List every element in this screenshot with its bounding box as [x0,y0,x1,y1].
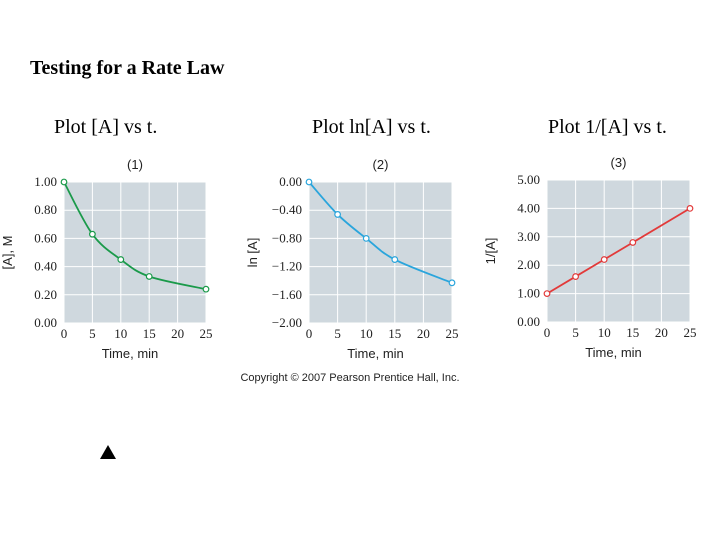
panel-label: (1) [127,157,143,172]
data-point [117,256,125,263]
plot-area [64,182,206,323]
y-tick-label: 0.00 [34,315,57,330]
y-tick-label: 2.00 [517,257,540,272]
data-point [60,178,68,186]
x-tick-label: 20 [417,326,430,341]
y-tick-label: −1.20 [272,259,302,274]
x-tick-label: 10 [114,326,127,341]
x-tick-label: 15 [626,325,639,340]
x-axis-label: Time, min [585,345,642,360]
data-point [629,239,637,246]
x-tick-label: 25 [200,326,213,341]
x-tick-label: 20 [171,326,184,341]
x-tick-label: 5 [334,326,341,341]
data-point [600,256,608,263]
y-tick-label: 0.60 [34,230,57,245]
data-point [145,273,153,280]
plot-area [309,182,452,323]
plot-label-ln-concentration: Plot ln[A] vs t. [312,116,431,138]
data-point [362,234,370,242]
plot-label-concentration: Plot [A] vs t. [54,116,158,138]
slide-title: Testing for a Rate Law [30,57,225,79]
data-point [391,256,399,263]
y-tick-label: 3.00 [517,229,540,244]
x-tick-label: 0 [61,326,68,341]
x-tick-label: 25 [446,326,459,341]
data-point [334,211,342,218]
y-tick-label: 1.00 [34,174,57,189]
y-tick-label: −2.00 [272,315,302,330]
x-tick-label: 20 [655,325,668,340]
y-axis-label: [A], M [0,236,15,270]
y-tick-label: 0.80 [34,202,57,217]
x-tick-label: 5 [89,326,96,341]
chart-2: 0 5 10 15 20 25 0.00 −0.40 −0.80 −1.20 −1.60 −2.00 (… [245,157,459,361]
y-tick-label: 5.00 [517,172,540,187]
data-point [572,273,579,280]
y-axis-label: ln [A] [245,238,260,268]
y-axis-label: 1/[A] [483,238,498,265]
copyright-text: Copyright © 2007 Pearson Prentice Hall, … [240,372,459,384]
y-tick-label: −0.80 [272,230,302,245]
y-tick-label: 0.00 [279,174,302,189]
data-point [88,230,96,238]
data-point [448,279,456,287]
chart-3: 0 5 10 15 20 25 0.00 1.00 2.00 3.00 4.00 5.00 (3) Tim… [483,155,697,360]
data-point [202,285,210,293]
rate-law-charts: Copyright © 2007 Pearson Prentice Hall, … [0,155,697,384]
x-tick-label: 0 [306,326,313,341]
x-tick-label: 25 [684,325,697,340]
x-tick-label: 10 [360,326,373,341]
panel-label: (2) [373,157,389,172]
panel-label: (3) [611,155,627,170]
y-tick-label: 0.40 [34,259,57,274]
chart-1: 0 5 10 15 20 25 0.00 0.20 0.40 0.60 0.80 1.00 (1) Tim… [0,157,213,361]
data-point [543,290,551,298]
y-tick-label: 1.00 [517,286,540,301]
triangle-up-icon [100,445,116,459]
x-tick-label: 15 [143,326,156,341]
y-tick-label: −0.40 [272,202,302,217]
x-axis-label: Time, min [347,346,404,361]
data-point [305,178,313,186]
x-tick-label: 5 [572,325,579,340]
x-tick-label: 10 [598,325,611,340]
x-tick-label: 0 [544,325,551,340]
plot-label-inverse-concentration: Plot 1/[A] vs t. [548,116,667,138]
x-tick-label: 15 [388,326,401,341]
y-tick-label: 0.20 [34,287,57,302]
y-tick-label: 0.00 [517,314,540,329]
y-tick-label: −1.60 [272,287,302,302]
x-axis-label: Time, min [102,346,159,361]
data-point [686,204,694,212]
y-tick-label: 4.00 [517,200,540,215]
